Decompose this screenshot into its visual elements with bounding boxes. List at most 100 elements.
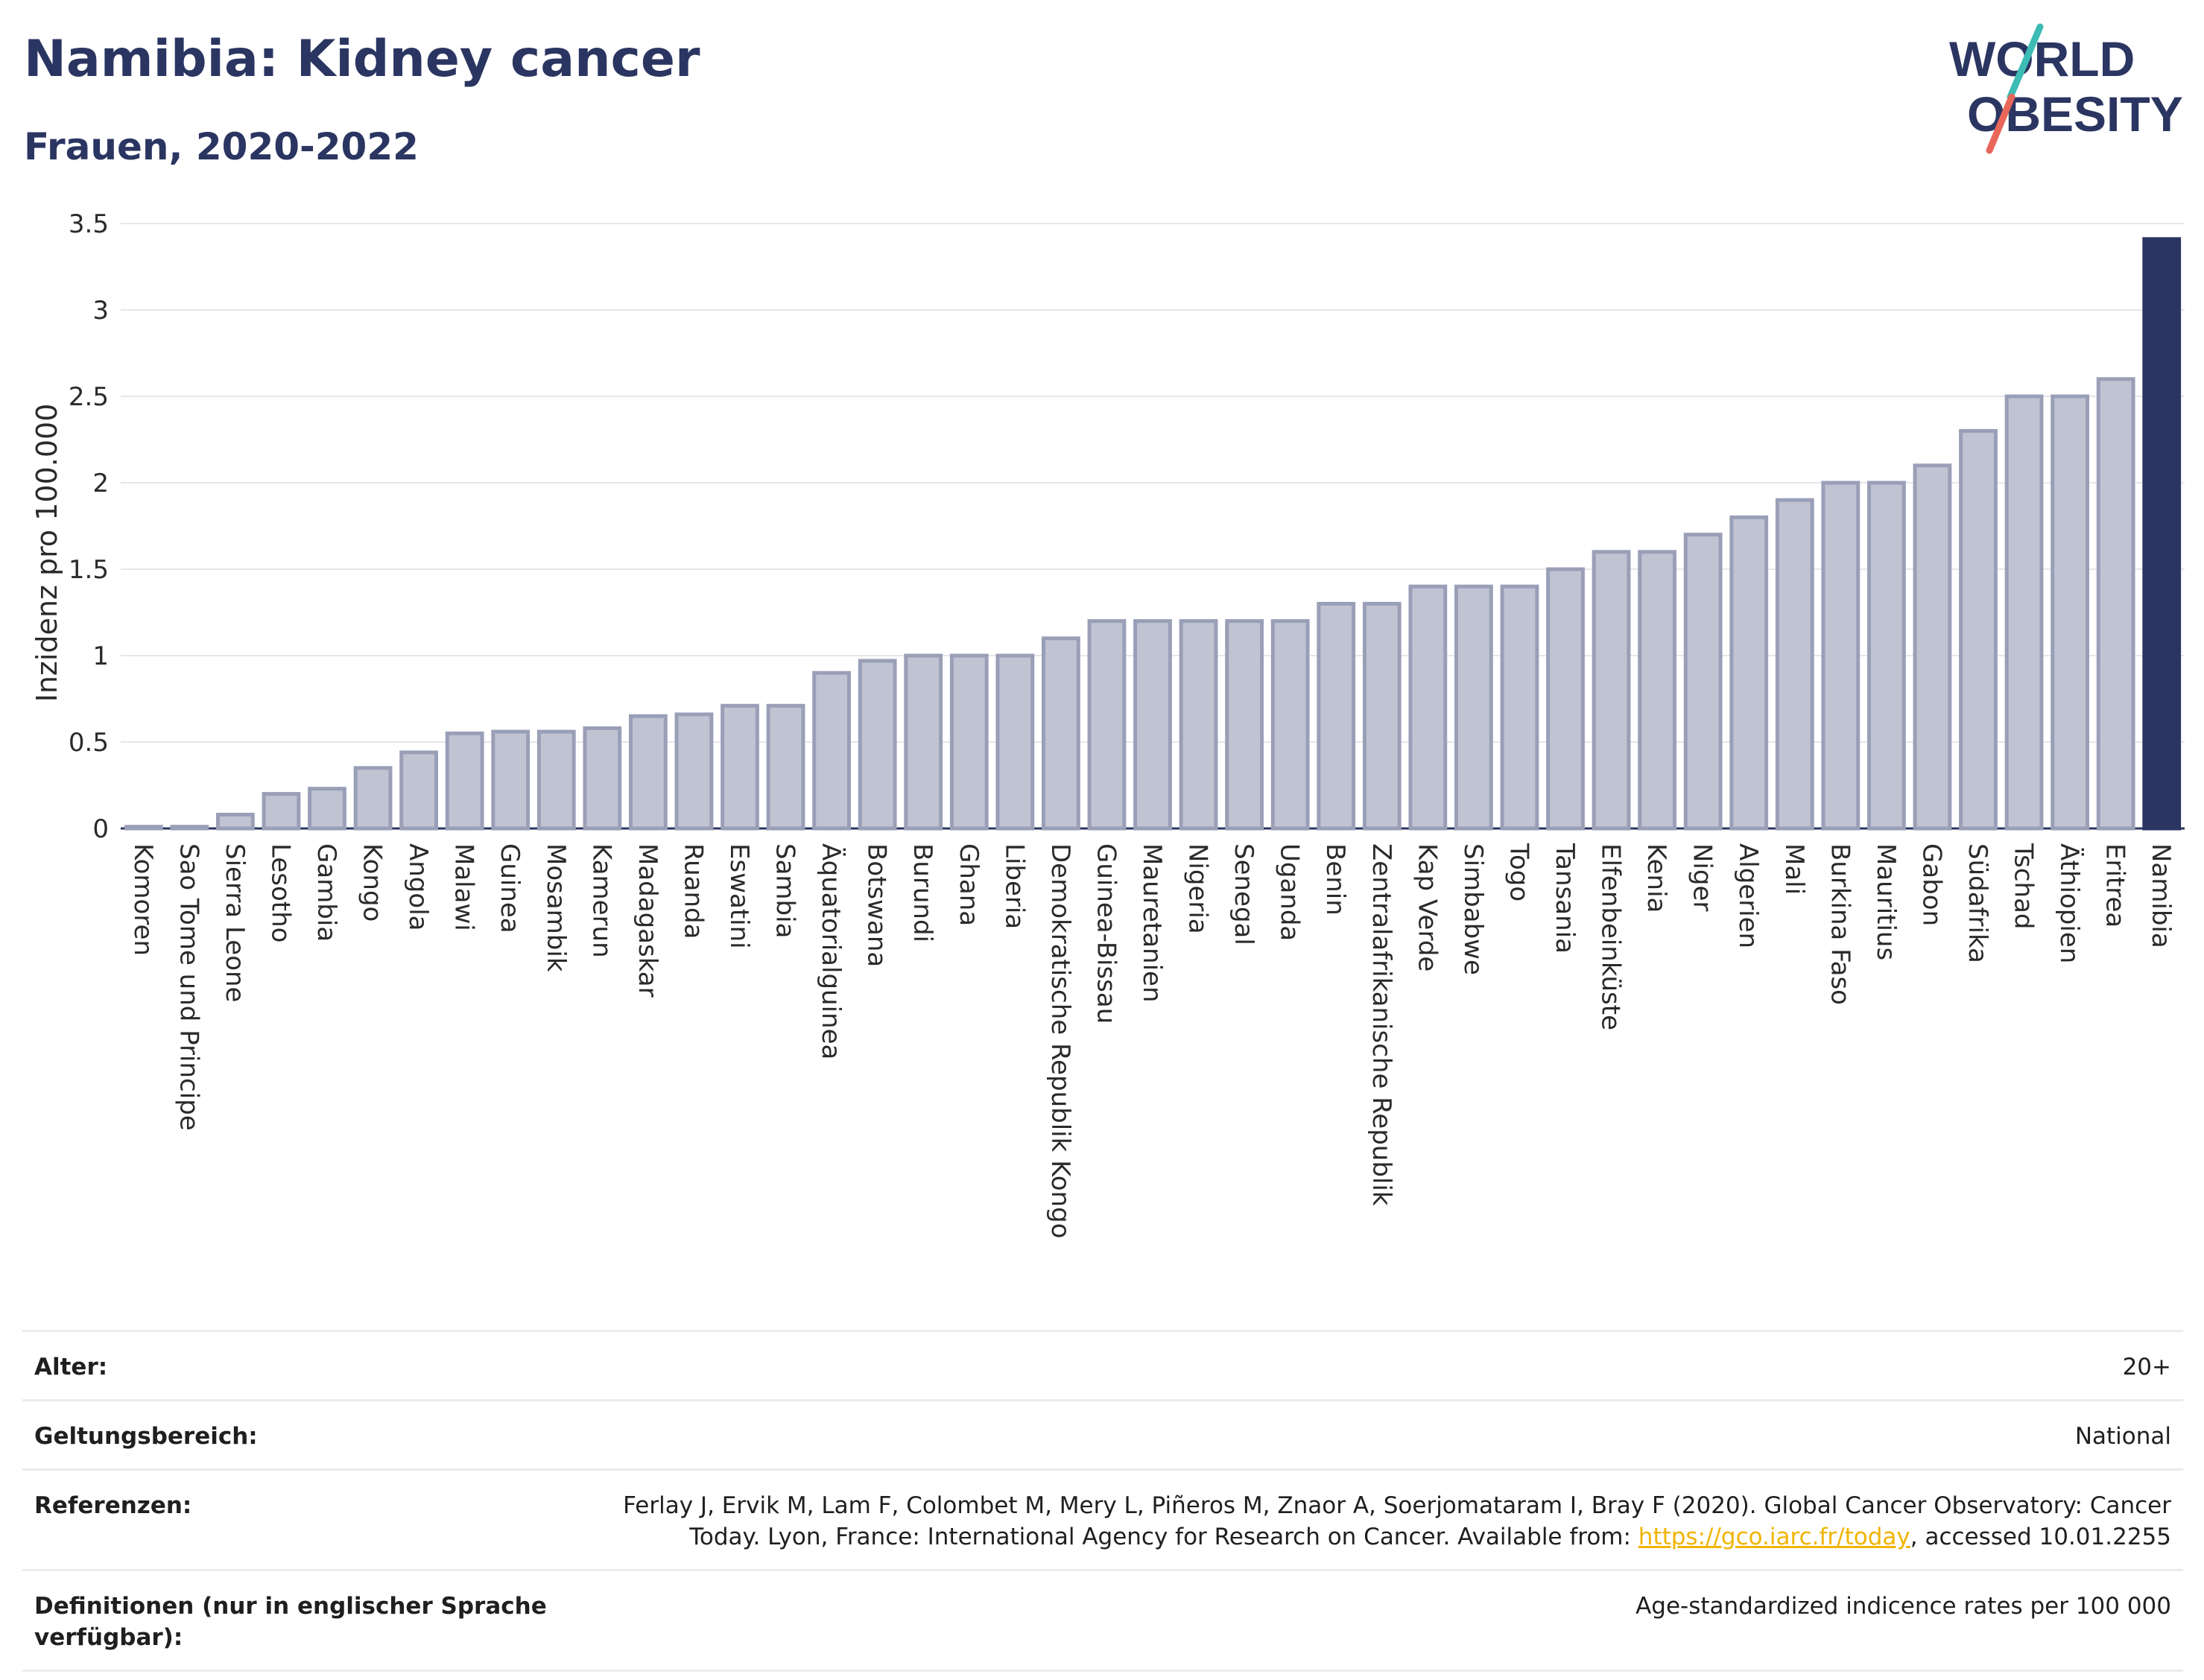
references-accessed: , accessed 10.01.2255	[1910, 1524, 2171, 1550]
info-value-age: 20+	[2122, 1354, 2171, 1381]
bar-niger	[1683, 533, 1723, 831]
info-value-scope: National	[2074, 1423, 2171, 1450]
x-tick-label: Tansania	[1550, 843, 1580, 954]
bar-lesotho	[262, 792, 301, 831]
info-label-age: Alter:	[34, 1354, 108, 1381]
x-tick-label: Mali	[1779, 843, 1809, 895]
x-tick-label: Komoren	[128, 843, 158, 956]
x-tick-label: Äquatorialguinea	[816, 843, 846, 1059]
bar-burundi	[904, 653, 943, 831]
x-tick-label: Niger	[1688, 843, 1717, 911]
x-tick-label: Benin	[1320, 843, 1350, 916]
bar-eritrea	[2096, 377, 2135, 831]
bar-ghana	[949, 653, 989, 831]
bar-algerien	[1729, 515, 1769, 831]
y-tick-label: 2	[92, 469, 109, 498]
bar-südafrika	[1959, 428, 1998, 831]
page-subtitle: Frauen, 2020-2022	[24, 125, 419, 168]
bar-nigeria	[1179, 619, 1218, 831]
bar-demokratische-republik-kongo	[1041, 636, 1080, 831]
x-tick-label: Burkina Faso	[1825, 843, 1855, 1005]
x-tick-label: Botswana	[862, 843, 892, 967]
bar-tschad	[2004, 394, 2044, 831]
x-tick-label: Sambia	[770, 843, 800, 938]
x-tick-label: Kenia	[1641, 843, 1671, 913]
info-value-definitions: Age-standardized indicence rates per 100…	[1635, 1593, 2171, 1620]
y-tick-label: 1	[92, 641, 109, 671]
x-tick-label: Südafrika	[1963, 843, 1992, 963]
bar-namibia	[2142, 237, 2182, 831]
x-tick-label: Kamerun	[586, 843, 616, 958]
x-tick-label: Tschad	[2009, 843, 2039, 930]
x-tick-label: Guinea	[495, 843, 525, 933]
x-tick-label: Guinea-Bissau	[1091, 843, 1121, 1024]
bar-eswatini	[721, 703, 759, 831]
bar-simbabwe	[1454, 584, 1493, 831]
x-tick-label: Eritrea	[2100, 843, 2130, 928]
bar-mauritius	[1866, 481, 1906, 831]
y-tick-label: 0	[92, 814, 109, 844]
bar-guinea	[491, 729, 531, 831]
x-tick-label: Sierra Leone	[220, 843, 250, 1002]
y-axis-label: Inzidenz pro 100.000	[31, 404, 63, 703]
bar-gambia	[308, 787, 346, 831]
x-tick-label: Angola	[403, 843, 433, 931]
info-row-age: Alter: 20+	[22, 1330, 2183, 1399]
bar-angola	[399, 750, 439, 831]
bar-chart: Komoren Sao Tome und Principe Sierra Leone…	[31, 209, 2185, 1238]
x-tick-label: Lesotho	[265, 843, 295, 942]
bar-ruanda	[674, 712, 714, 831]
bar-uganda	[1270, 619, 1310, 831]
x-tick-label: Kongo	[358, 843, 387, 922]
bar-kenia	[1638, 550, 1677, 831]
bar-guinea-bissau	[1087, 619, 1127, 831]
bar-mauretanien	[1133, 619, 1172, 831]
references-text: Ferlay J, Ervik M, Lam F, Colombet M, Me…	[623, 1492, 2171, 1550]
bar-sierra-leone	[215, 812, 255, 831]
x-tick-label: Gambia	[311, 843, 341, 942]
bar-burkina-faso	[1821, 481, 1861, 831]
references-link[interactable]: https://gco.iarc.fr/today	[1638, 1524, 1910, 1550]
x-tick-label: Ghana	[954, 843, 984, 926]
y-tick-label: 2.5	[69, 382, 109, 412]
bar-botswana	[858, 659, 897, 831]
logo-line-1: WORLD	[1949, 31, 2135, 86]
info-row-references: Referenzen: Ferlay J, Ervik M, Lam F, Co…	[22, 1468, 2183, 1569]
x-tick-label: Mauretanien	[1137, 843, 1167, 1003]
x-tick-label: Simbabwe	[1458, 843, 1488, 975]
y-tick-label: 3	[92, 296, 109, 326]
x-tick-label: Madagaskar	[633, 843, 662, 998]
info-label-references: Referenzen:	[34, 1492, 192, 1519]
info-label-definitions: Definitionen (nur in englischer Sprache …	[34, 1593, 547, 1651]
logo-slash-top	[2007, 23, 2044, 101]
x-tick-label: Elfenbeinküste	[1596, 843, 1626, 1030]
bar-tansania	[1546, 567, 1585, 831]
bar-komoren	[124, 825, 163, 831]
world-obesity-logo: WORLD OBESITY	[1949, 23, 2183, 154]
logo-slash-bottom	[1986, 93, 2015, 154]
bar-malawi	[445, 731, 484, 831]
info-row-definitions: Definitionen (nur in englischer Sprache …	[22, 1569, 2183, 1672]
bar-madagaskar	[628, 714, 668, 831]
x-tick-label: Zentralafrikanische Republik	[1367, 843, 1396, 1206]
bar-mosambik	[536, 729, 576, 831]
bar-kongo	[353, 766, 393, 831]
y-tick-label: 1.5	[69, 555, 109, 585]
x-tick-label: Mosambik	[541, 843, 571, 972]
bar-äthiopien	[2051, 394, 2090, 831]
x-tick-label: Eswatini	[724, 843, 754, 949]
x-tick-label: Burundi	[908, 843, 937, 942]
bar-togo	[1500, 584, 1539, 831]
info-table: Alter: 20+ Geltungsbereich: National Ref…	[22, 1330, 2183, 1672]
bar-benin	[1317, 601, 1356, 831]
x-tick-label: Nigeria	[1183, 843, 1213, 934]
bar-liberia	[995, 653, 1035, 831]
bar-sambia	[766, 703, 805, 831]
info-label-scope: Geltungsbereich:	[34, 1423, 258, 1450]
bar-zentralafrikanische-republik	[1362, 601, 1402, 831]
x-tick-label: Senegal	[1229, 843, 1258, 945]
bar-sao-tome-und-principe	[170, 825, 209, 831]
bar-äquatorialguinea	[812, 671, 852, 831]
bar-mali	[1775, 498, 1814, 831]
bar-elfenbeinküste	[1592, 550, 1631, 831]
